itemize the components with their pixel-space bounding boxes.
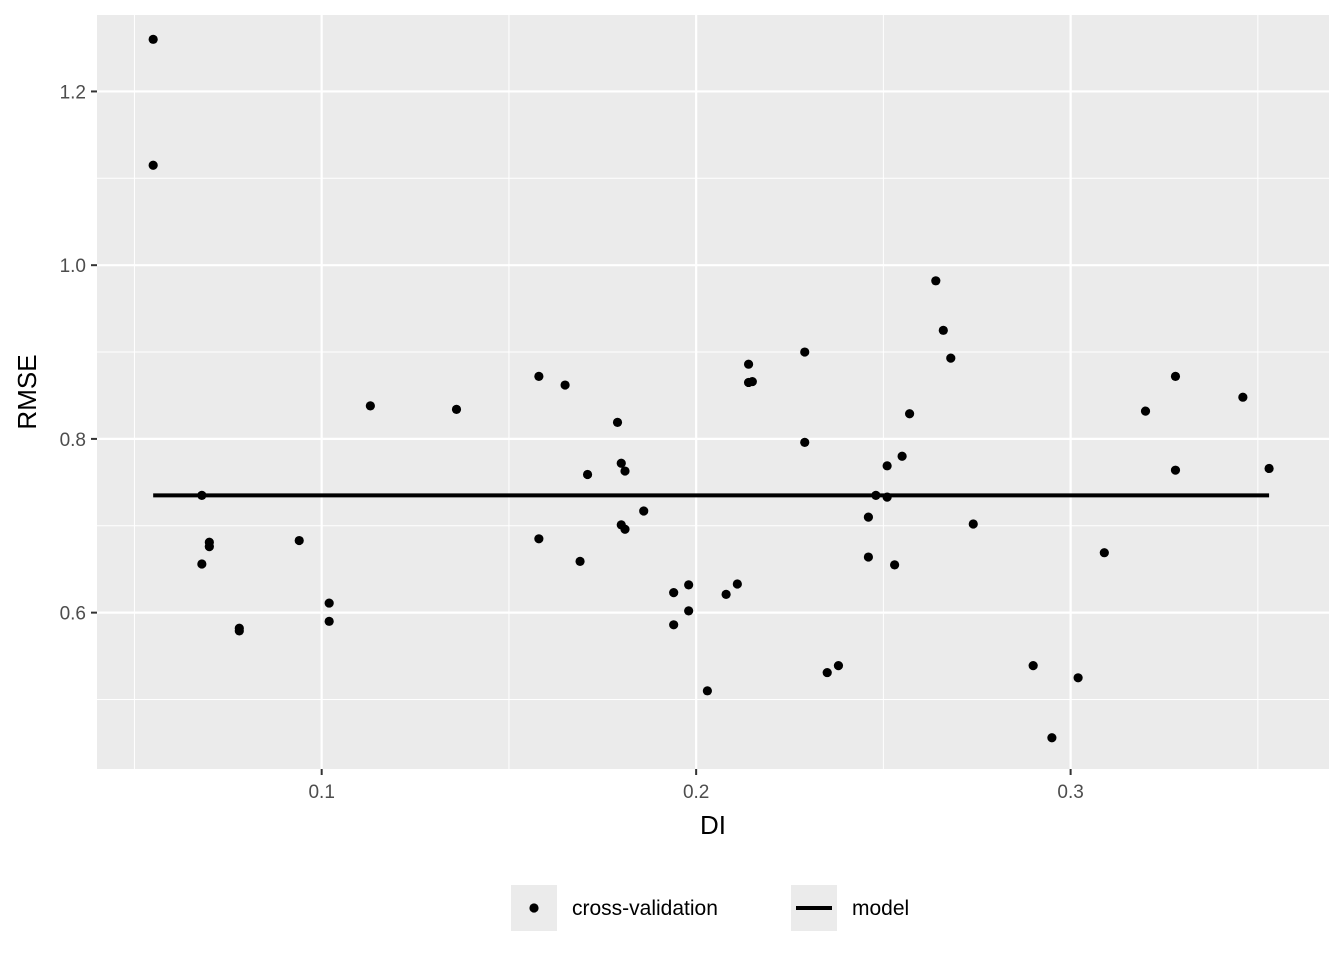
cross-validation-point: [897, 451, 907, 461]
x-tick-label: 0.1: [308, 782, 334, 803]
cross-validation-point: [620, 466, 630, 476]
x-axis-title: DI: [700, 810, 726, 840]
cross-validation-point: [197, 490, 207, 500]
cross-validation-point: [800, 437, 810, 447]
cross-validation-point: [612, 417, 623, 428]
cross-validation-point: [1140, 406, 1151, 416]
cross-validation-point: [324, 616, 334, 626]
cross-validation-point: [234, 626, 244, 636]
cross-validation-point: [747, 376, 757, 387]
y-tick-label: 0.6: [60, 604, 86, 625]
cross-validation-point: [822, 667, 832, 678]
cross-validation-point: [1238, 392, 1248, 402]
minor-gridlines: [97, 15, 1329, 769]
cross-validation-point: [1099, 548, 1109, 558]
cross-validation-point: [938, 325, 948, 335]
legend-label-cross-validation: cross-validation: [572, 897, 718, 920]
cross-validation-point: [324, 598, 334, 608]
y-tick-label: 0.8: [60, 430, 86, 451]
cross-validation-point: [800, 347, 810, 357]
cross-validation-point: [871, 490, 881, 500]
cross-validation-point: [1264, 463, 1274, 474]
y-axis-title: RMSE: [12, 354, 42, 429]
major-gridlines: [97, 15, 1329, 769]
cross-validation-point: [833, 661, 844, 671]
cross-validation-point: [702, 686, 712, 696]
cross-validation-point: [931, 276, 941, 286]
cross-validation-point: [582, 469, 593, 480]
cross-validation-point: [620, 524, 630, 534]
cross-validation-point: [197, 559, 207, 569]
x-tick-label: 0.2: [683, 782, 709, 803]
legend: cross-validation model: [511, 885, 909, 931]
cross-validation-point: [365, 401, 375, 411]
cross-validation-point: [148, 34, 158, 44]
cross-validation-point: [534, 371, 544, 381]
cross-validation-point: [721, 589, 731, 599]
cross-validation-point: [863, 552, 874, 562]
cross-validation-point: [863, 512, 874, 522]
cross-validation-point: [743, 359, 754, 369]
cross-validation-point: [968, 519, 978, 529]
legend-label-model: model: [852, 897, 909, 920]
y-tick-label: 1.0: [60, 256, 86, 277]
cross-validation-point: [882, 461, 892, 471]
plot-panel: [97, 15, 1329, 769]
cross-validation-point: [575, 556, 585, 566]
cross-validation-point: [639, 506, 649, 516]
x-tick-label: 0.3: [1057, 782, 1083, 803]
cross-validation-points-layer: [148, 34, 1274, 743]
cross-validation-point: [1170, 371, 1181, 381]
x-axis: 0.1 0.2 0.3: [308, 769, 1084, 803]
cross-validation-point: [669, 588, 679, 598]
cross-validation-point: [732, 579, 742, 589]
cross-validation-point: [946, 353, 956, 363]
cross-validation-point: [890, 560, 900, 570]
cross-validation-point: [1073, 673, 1083, 683]
cross-validation-point: [1170, 465, 1181, 475]
cross-validation-point: [204, 542, 214, 552]
cross-validation-point: [684, 606, 694, 616]
cross-validation-point: [684, 580, 694, 590]
cross-validation-point: [882, 492, 892, 502]
cross-validation-point: [1047, 733, 1057, 743]
cross-validation-point: [560, 380, 570, 390]
cross-validation-point: [534, 534, 544, 544]
cross-validation-point: [669, 620, 679, 630]
cross-validation-point: [616, 458, 626, 468]
legend-point-icon: [529, 903, 539, 913]
y-tick-label: 1.2: [60, 82, 86, 103]
cross-validation-point: [148, 160, 158, 170]
y-axis: 0.6 0.8 1.0 1.2: [60, 82, 97, 625]
cross-validation-point: [451, 404, 462, 414]
cross-validation-point: [1028, 661, 1038, 671]
cross-validation-point: [904, 409, 915, 419]
cross-validation-point: [294, 535, 304, 546]
